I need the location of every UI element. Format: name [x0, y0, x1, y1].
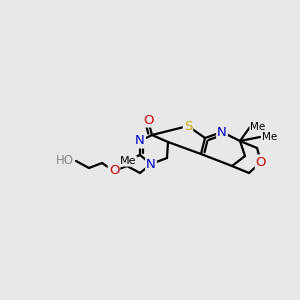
Text: Me: Me: [120, 156, 136, 166]
Text: O: O: [109, 164, 119, 178]
Text: S: S: [184, 119, 192, 133]
Text: Me: Me: [262, 132, 277, 142]
Text: N: N: [135, 134, 145, 148]
Text: Me: Me: [250, 122, 265, 132]
Text: O: O: [143, 113, 153, 127]
Text: O: O: [256, 155, 266, 169]
Text: N: N: [217, 125, 227, 139]
Text: HO: HO: [56, 154, 74, 167]
Text: N: N: [146, 158, 156, 170]
